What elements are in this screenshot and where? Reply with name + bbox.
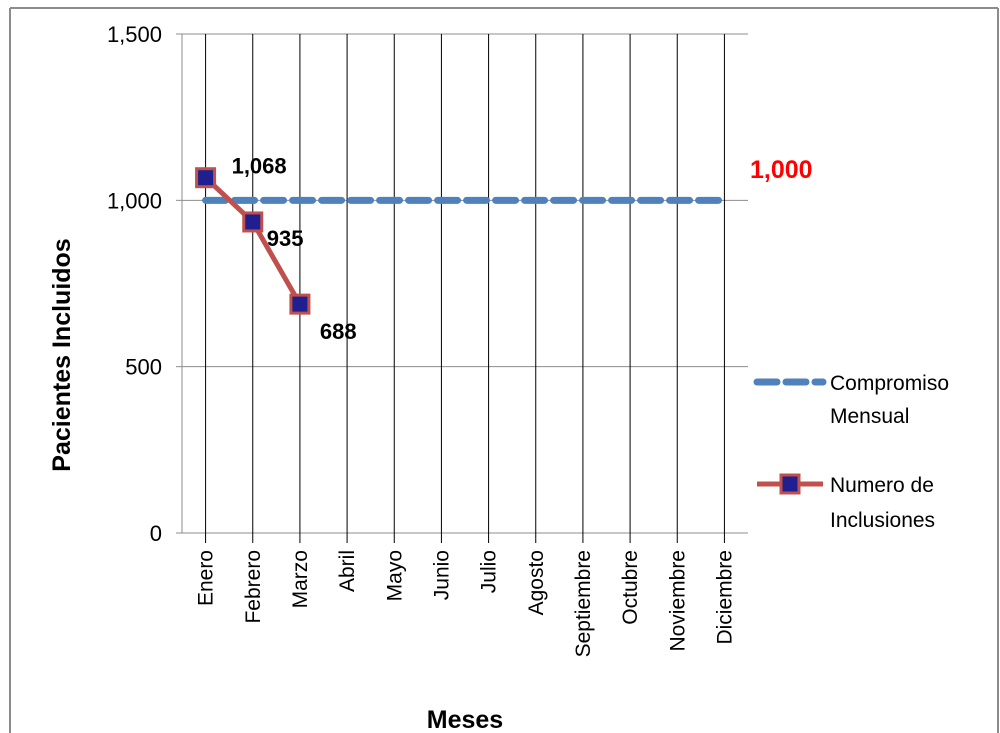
legend-label-inclusiones: Inclusiones xyxy=(830,509,935,532)
x-axis-title: Meses xyxy=(427,706,503,733)
x-tick-label: Octubre xyxy=(619,550,642,625)
x-tick-label: Agosto xyxy=(525,550,548,615)
y-tick-label: 1,000 xyxy=(107,188,162,213)
x-tick-label: Noviembre xyxy=(666,550,689,652)
legend-label-compromiso: Mensual xyxy=(830,405,909,428)
x-tick-label: Febrero xyxy=(242,550,265,624)
series-numero-inclusiones-marker xyxy=(242,211,264,233)
data-label: 688 xyxy=(320,319,357,344)
chart-legend: Compromiso Mensual Numero de Inclusiones xyxy=(753,372,949,532)
compromiso-annotation-label: 1,000 xyxy=(750,156,813,184)
series-numero-inclusiones-marker xyxy=(195,167,217,189)
legend-swatch-inclusiones-marker xyxy=(779,473,801,495)
y-tick-label: 500 xyxy=(125,355,162,380)
y-tick-label: 0 xyxy=(150,521,162,546)
x-tick-label: Julio xyxy=(478,550,501,593)
data-label: 935 xyxy=(267,226,304,251)
y-axis-title: Pacientes Incluidos xyxy=(48,238,76,471)
data-label: 1,068 xyxy=(232,154,287,179)
x-tick-label: Septiembre xyxy=(572,550,595,657)
legend-label-inclusiones: Numero de xyxy=(830,474,934,497)
series-numero-inclusiones-marker xyxy=(289,293,311,315)
x-tick-label: Junio xyxy=(430,550,453,600)
x-tick-label: Marzo xyxy=(289,550,312,608)
x-tick-label: Mayo xyxy=(383,550,406,601)
gridlines xyxy=(176,33,748,543)
x-tick-label: Enero xyxy=(195,550,218,606)
x-tick-label: Abril xyxy=(336,550,359,592)
x-tick-label: Diciembre xyxy=(713,550,736,645)
y-tick-labels: 0 500 1,000 1,500 xyxy=(107,22,162,546)
x-tick-labels: Enero Febrero Marzo Abril Mayo Junio Julio Agos… xyxy=(195,550,737,657)
data-labels: 1,068 935 688 xyxy=(232,154,357,344)
y-tick-label: 1,500 xyxy=(107,22,162,47)
series-layer xyxy=(195,167,728,315)
legend-label-compromiso: Compromiso xyxy=(830,372,949,395)
